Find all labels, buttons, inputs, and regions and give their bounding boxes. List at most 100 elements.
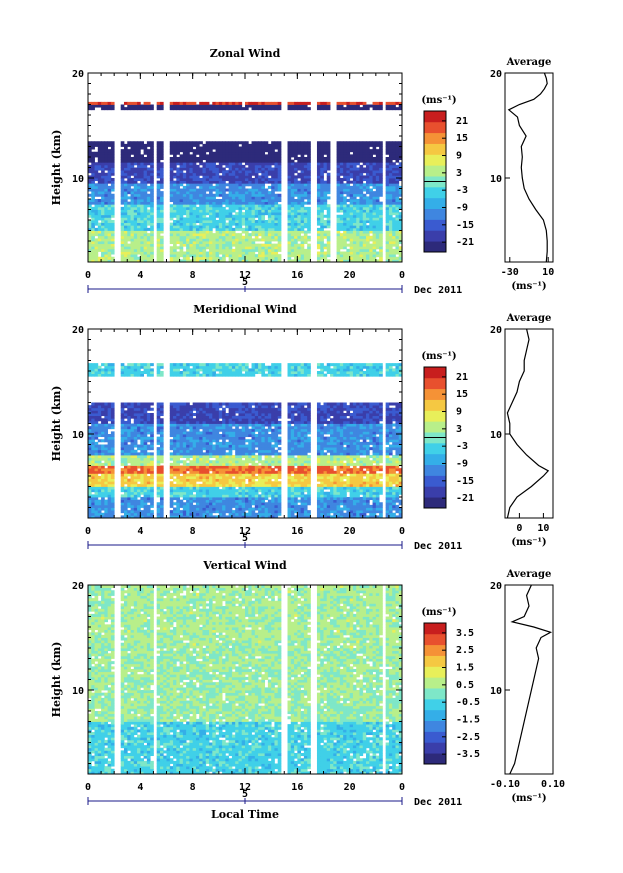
heatmap-cell [104,143,109,147]
heatmap-cell [133,157,138,161]
heatmap-cell [225,248,230,252]
heatmap-cell [146,222,151,226]
heatmap-cell [202,222,207,226]
heatmap-cell [231,196,236,200]
heatmap-cell [186,241,190,245]
heatmap-cell [120,507,125,511]
heatmap-cell [182,512,187,516]
heatmap-cell [274,222,279,226]
heatmap-cell [290,209,295,213]
heatmap-cell [205,164,210,168]
heatmap-cell [287,256,292,260]
heatmap-cell [156,491,161,495]
heatmap-cell [101,172,105,176]
heatmap-cell [320,486,324,490]
heatmap-cell [205,507,210,511]
heatmap-cell [251,222,256,226]
heatmap-cell [225,159,230,163]
heatmap-cell [271,486,275,490]
heatmap-cell [120,143,125,147]
heatmap-cell [258,164,262,168]
heatmap-cell [385,172,390,176]
heatmap-cell [143,157,148,161]
heatmap-cell [176,143,180,147]
heatmap-cell [212,159,216,163]
heatmap-cell [140,217,144,221]
heatmap-cell [94,256,99,260]
heatmap-cell [120,246,125,250]
heatmap-cell [94,227,99,231]
heatmap-cell [359,217,364,221]
heatmap-cell [323,259,328,263]
heatmap-cell [359,256,364,260]
heatmap-cell [297,214,301,218]
heatmap-cell [143,149,148,153]
heatmap-cell [218,222,223,226]
heatmap-cell [222,220,226,224]
heatmap-cell [258,220,262,224]
heatmap-cell [274,499,279,503]
heatmap-cell [104,238,109,242]
heatmap-cell [235,167,239,171]
heatmap-cell [94,183,99,187]
heatmap-cell [336,515,341,519]
heatmap-cell [330,489,334,493]
heatmap-cell [205,101,210,105]
heatmap-cell [356,180,360,184]
heatmap-cell [352,497,357,501]
heatmap-cell [366,248,370,252]
heatmap-cell [336,191,341,195]
heatmap-cell [258,494,262,498]
heatmap-cell [287,230,292,234]
heatmap-cell [192,101,197,105]
heatmap-cell [133,486,138,490]
heatmap-cell [362,502,367,506]
heatmap-cell [127,143,131,147]
heatmap-cell [133,167,138,171]
heatmap-cell [182,220,187,224]
heatmap-cell [104,104,109,108]
heatmap-cell [140,254,144,258]
heatmap-cell [218,238,223,242]
heatmap-cell [248,157,252,161]
heatmap-cell [251,494,256,498]
heatmap-cell [258,243,262,247]
heatmap-cell [398,185,403,189]
heatmap-cell [238,107,243,111]
heatmap-cell [222,499,226,503]
heatmap-cell [235,196,239,200]
heatmap-cell [133,512,138,516]
heatmap-cell [343,154,347,158]
heatmap-cell [140,251,144,255]
heatmap-cell [120,233,125,237]
heatmap-cell [379,206,383,210]
heatmap-cell [173,238,177,242]
heatmap-cell [330,507,334,511]
heatmap-cell [375,507,380,511]
heatmap-cell [192,167,197,171]
heatmap-cell [104,180,109,184]
heatmap-cell [202,256,207,260]
heatmap-cell [182,241,187,245]
heatmap-cell [215,486,220,490]
heatmap-cell [274,157,279,161]
heatmap-cell [388,188,393,192]
heatmap-cell [199,157,203,161]
heatmap-cell [235,146,239,150]
heatmap-cell [192,172,197,176]
heatmap-cell [359,157,364,161]
heatmap-cell [195,107,200,111]
heatmap-cell [343,159,347,163]
heatmap-cell [241,154,246,158]
heatmap-cell [225,188,230,192]
heatmap-cell [349,254,354,258]
heatmap-cell [274,172,279,176]
heatmap-cell [392,230,396,234]
heatmap-cell [186,178,190,182]
heatmap-cell [222,248,226,252]
heatmap-cell [186,510,190,514]
heatmap-cell [359,204,364,208]
heatmap-cell [366,243,370,247]
heatmap-cell [156,256,161,260]
heatmap-cell [179,499,184,503]
